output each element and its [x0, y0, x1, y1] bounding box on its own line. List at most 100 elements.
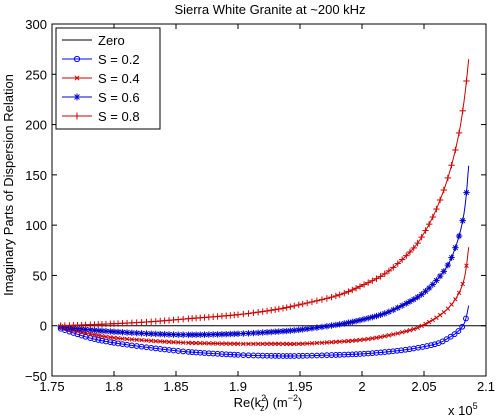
data-point-stroke [120, 336, 125, 341]
data-point-stroke [272, 341, 278, 347]
data-point [313, 324, 321, 331]
data-point [341, 339, 347, 344]
data-point-stroke [319, 340, 325, 346]
data-point [295, 353, 302, 359]
legend-entry: S = 0.2 [62, 52, 140, 67]
data-point [241, 341, 246, 347]
data-point [180, 340, 186, 345]
data-point [193, 349, 199, 356]
data-point [433, 205, 440, 213]
data-point [374, 335, 379, 340]
data-point [415, 325, 420, 330]
data-point [263, 329, 271, 336]
data-point-stroke [171, 339, 176, 345]
data-point [407, 327, 413, 333]
data-point-stroke [214, 331, 221, 337]
data-point-stroke [423, 321, 428, 327]
data-point-stroke [449, 302, 454, 307]
data-point-stroke [430, 317, 436, 323]
data-point [377, 349, 384, 356]
data-point [222, 330, 230, 338]
series-s-0-6 [57, 165, 470, 338]
data-point [87, 335, 94, 341]
data-point-stroke [79, 329, 84, 335]
data-point-stroke [300, 326, 306, 333]
data-point-stroke [395, 331, 401, 336]
data-point [210, 331, 217, 338]
data-point-stroke [148, 338, 154, 344]
data-point [223, 351, 230, 358]
data-point [268, 352, 275, 359]
data-point-stroke [215, 341, 220, 346]
data-point [280, 353, 286, 359]
data-point-stroke [357, 317, 363, 323]
data-point [422, 227, 429, 234]
data-point [235, 341, 241, 347]
data-point [124, 336, 130, 342]
data-point-stroke [419, 291, 425, 297]
data-point [228, 341, 233, 346]
data-point [111, 339, 117, 346]
data-point-stroke [193, 340, 199, 346]
data-point-stroke [74, 75, 80, 81]
data-point [272, 341, 278, 347]
data-point-stroke [235, 341, 241, 347]
data-point-stroke [186, 340, 191, 346]
series-s-0-8 [57, 59, 470, 329]
data-point [456, 290, 462, 296]
data-point-stroke [144, 338, 149, 343]
data-point [436, 196, 444, 204]
data-point [356, 316, 364, 324]
data-point [345, 288, 352, 295]
legend-entry: S = 0.6 [62, 90, 140, 105]
data-point-stroke [353, 318, 359, 324]
data-point-stroke [350, 338, 355, 344]
data-point-stroke [264, 329, 270, 335]
data-point-stroke [92, 332, 97, 338]
data-point [352, 285, 360, 292]
data-point [255, 341, 261, 347]
data-point [455, 328, 462, 334]
data-point [437, 312, 443, 318]
x-tick-label: 2.05 [411, 379, 436, 394]
data-point [399, 330, 405, 335]
series-s-0-2 [57, 305, 470, 359]
data-point [394, 347, 401, 354]
data-point [422, 288, 429, 295]
data-point [395, 331, 401, 336]
data-point-stroke [333, 322, 339, 328]
data-point [235, 351, 241, 358]
data-point-stroke [314, 325, 320, 331]
data-point-stroke [264, 341, 270, 347]
data-point [418, 233, 425, 241]
y-tick-label: −50 [25, 369, 47, 384]
data-point [448, 254, 455, 261]
data-point [350, 338, 355, 344]
y-tick-label: 0 [40, 319, 47, 334]
x-tick-label: 1.8 [105, 379, 123, 394]
data-point [275, 353, 282, 359]
data-point-stroke [395, 305, 401, 311]
data-point [272, 352, 279, 359]
data-point [234, 311, 242, 318]
data-point [193, 340, 199, 346]
legend-label: S = 0.6 [98, 90, 140, 105]
data-point-stroke [157, 331, 163, 337]
legend-entry: Zero [62, 33, 125, 48]
legend-label: S = 0.4 [98, 71, 140, 86]
y-tick-label: 150 [25, 168, 47, 183]
data-point-stroke [189, 340, 195, 346]
y-axis-label: Imaginary Parts of Dispersion Relation [1, 74, 16, 296]
data-point-stroke [139, 337, 144, 343]
data-point [324, 340, 330, 345]
data-point [332, 352, 339, 358]
data-point-stroke [434, 315, 439, 320]
data-point-stroke [193, 332, 199, 338]
data-point-stroke [353, 338, 359, 343]
data-point [445, 306, 451, 311]
data-point-stroke [206, 331, 212, 338]
data-point [219, 341, 225, 346]
data-point-stroke [240, 330, 246, 337]
data-point [308, 298, 316, 306]
